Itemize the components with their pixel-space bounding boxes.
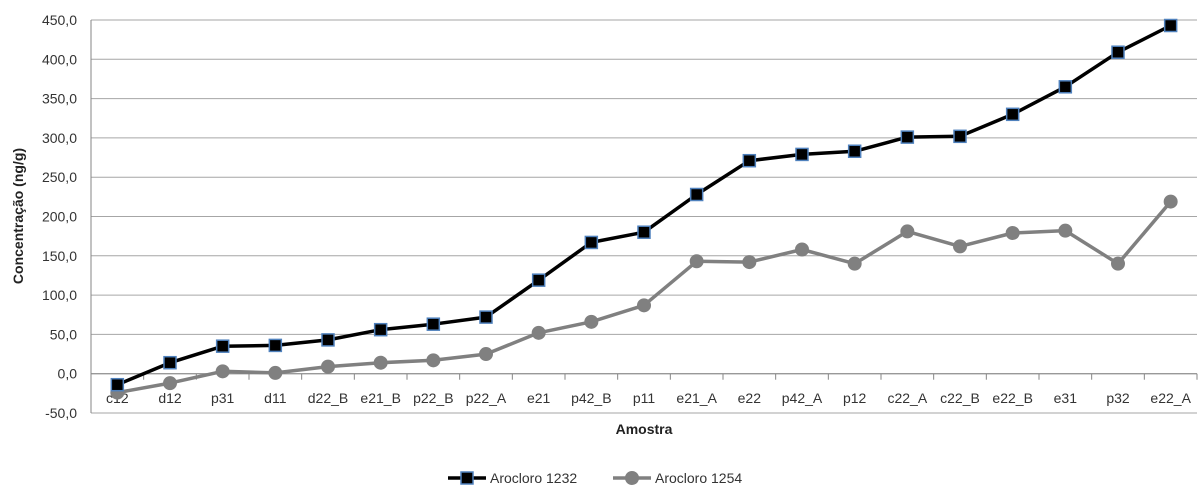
x-tick-label: d11 [264,390,287,406]
y-axis-label: Concentração (ng/g) [10,148,26,284]
data-point [953,239,967,254]
data-point [531,273,546,287]
data-point [1058,80,1073,94]
data-point [953,129,967,144]
legend-label: Arocloro 1232 [490,470,577,486]
data-point [321,359,335,374]
x-axis-label: Amostra [616,421,673,437]
x-tick-label: e21 [527,390,551,406]
x-tick-label: p32 [1106,390,1130,406]
y-tick-label: -50,0 [45,405,77,421]
data-point [742,255,757,270]
series-layer [110,18,1178,400]
y-tick-label: 300,0 [42,130,77,146]
y-tick-label: 0,0 [58,366,78,382]
data-point [1163,194,1178,209]
x-tick-label: e21_A [676,390,717,406]
x-tick-label: e22 [738,390,762,406]
y-tick-label: 350,0 [42,91,77,107]
data-point [900,224,915,239]
data-point [215,339,230,353]
data-point [373,355,388,370]
data-point [1163,18,1178,33]
data-point [689,254,704,269]
x-tick-label: p22_B [413,390,453,406]
data-point [1005,226,1020,241]
legend-entry: Arocloro 1232 [448,470,577,486]
data-point [268,365,283,380]
legend-entry: Arocloro 1254 [613,470,742,486]
x-tick-label: e31 [1054,390,1078,406]
y-tick-label: 100,0 [42,287,77,303]
data-point [795,147,809,162]
x-tick-label: p12 [843,390,867,406]
legend-label: Arocloro 1254 [655,470,742,486]
gridlines [90,19,1198,414]
series-0 [110,18,1178,392]
x-tick-label: d22_B [308,390,348,406]
x-axis-ticks: c12d12p31d11d22_Be21_Bp22_Bp22_Ae21p42_B… [106,390,1192,406]
data-point [426,317,441,331]
data-point [215,364,230,379]
data-point [742,153,757,168]
legend-swatch-marker [460,471,474,485]
data-point [163,376,177,391]
x-tick-label: e21_B [360,390,400,406]
series-1 [110,194,1178,400]
data-point [637,225,651,239]
x-tick-label: p11 [633,390,656,406]
data-point [531,325,546,340]
legend-swatch-marker [625,471,639,485]
x-tick-label: e22_A [1150,390,1191,406]
x-tick-label: c22_B [940,390,980,406]
legend: Arocloro 1232 Arocloro 1254 [448,470,742,486]
data-point [479,347,493,362]
data-point [637,298,651,313]
x-tick-label: c22_A [887,390,927,406]
x-tick-label: p42_A [782,390,823,406]
x-tick-label: p31 [211,390,235,406]
data-point [847,256,862,271]
data-point [1005,107,1020,122]
data-point [900,130,915,144]
data-point [321,333,335,347]
series-line [116,23,1172,387]
data-point [268,338,283,353]
y-tick-label: 150,0 [42,248,77,264]
data-point [1111,256,1125,271]
data-point [584,235,599,250]
y-tick-label: 50,0 [50,326,77,342]
data-point [163,355,177,370]
x-tick-label: p22_A [466,390,507,406]
data-point [373,322,388,337]
data-point [847,144,862,159]
x-tick-label: d12 [158,390,182,406]
y-tick-label: 450,0 [42,12,77,28]
data-point [426,353,441,368]
y-tick-label: 400,0 [42,51,77,67]
x-tick-label: p42_B [571,390,611,406]
y-axis-ticks: -50,0 0,0 50,0 100,0 150,0 200,0 250,0 300,0 350… [42,12,77,421]
data-point [110,377,125,392]
data-point [1058,223,1073,238]
data-point [689,187,704,202]
data-point [1111,45,1125,59]
y-tick-label: 200,0 [42,209,77,225]
x-tick-label: e22_B [992,390,1032,406]
y-tick-label: 250,0 [42,169,77,185]
data-point [795,242,809,257]
data-point [584,314,599,329]
data-point [479,310,493,324]
